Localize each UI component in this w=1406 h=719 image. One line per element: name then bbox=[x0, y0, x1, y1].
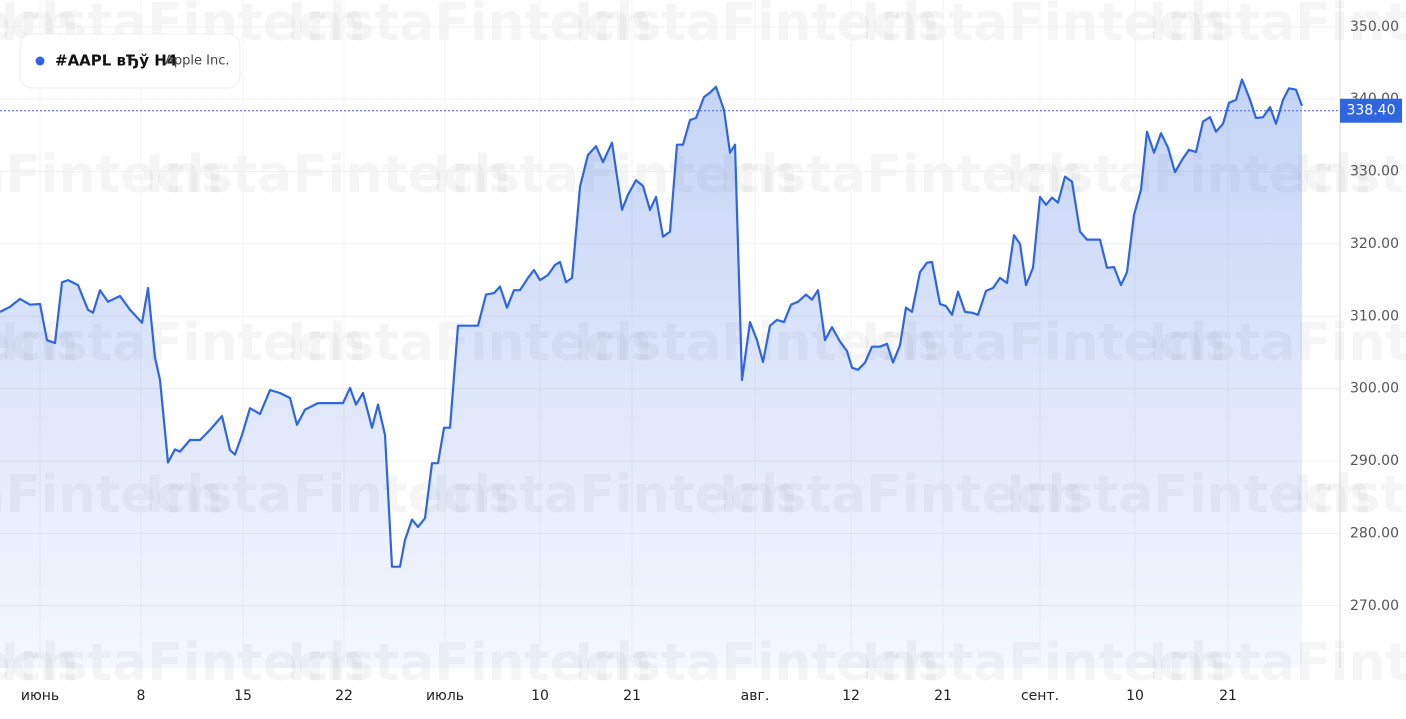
legend: #AAPL вЂў H4 Apple Inc. bbox=[19, 33, 241, 89]
last-price-box bbox=[1340, 98, 1402, 123]
x-tick-label: 12 bbox=[842, 688, 860, 704]
y-tick-label: 330.00 bbox=[1350, 164, 1399, 180]
y-tick-label: 280.00 bbox=[1350, 525, 1399, 541]
x-tick-label: 8 bbox=[137, 688, 146, 704]
last-price-label: 338.40 bbox=[1347, 103, 1396, 119]
watermark: InstaFintech bbox=[1293, 465, 1406, 525]
legend-subtitle: Apple Inc. bbox=[165, 54, 230, 69]
axes: 270.00 280.00 290.00 300.00 310.00 320.00 330.… bbox=[21, 19, 1402, 704]
x-tick-label: сент. bbox=[1021, 688, 1059, 704]
x-tick-label: 10 bbox=[531, 688, 549, 704]
area bbox=[0, 79, 1302, 669]
x-tick-label: 21 bbox=[623, 688, 641, 704]
x-tick-label: 21 bbox=[1219, 688, 1237, 704]
y-tick-label: 320.00 bbox=[1350, 236, 1399, 252]
legend-box bbox=[19, 33, 241, 89]
price-line bbox=[0, 78, 1304, 568]
legend-title: #AAPL вЂў H4 bbox=[55, 52, 177, 70]
x-tick-label: авг. bbox=[741, 688, 770, 704]
x-tick-label: 21 bbox=[934, 688, 952, 704]
x-tick-label: 22 bbox=[335, 688, 353, 704]
y-tick-label: 350.00 bbox=[1350, 19, 1399, 35]
legend-dot bbox=[35, 56, 45, 66]
x-tick-label: июнь bbox=[21, 688, 59, 704]
plot bbox=[0, 78, 1340, 669]
x-tick-label: 15 bbox=[234, 688, 252, 704]
y-tick-label: 310.00 bbox=[1350, 308, 1399, 324]
x-tick-label: июль bbox=[426, 688, 464, 704]
y-tick-label: 300.00 bbox=[1350, 381, 1399, 397]
x-tick-label: 10 bbox=[1126, 688, 1144, 704]
y-tick-label: 270.00 bbox=[1350, 598, 1399, 614]
y-tick-label: 290.00 bbox=[1350, 453, 1399, 469]
